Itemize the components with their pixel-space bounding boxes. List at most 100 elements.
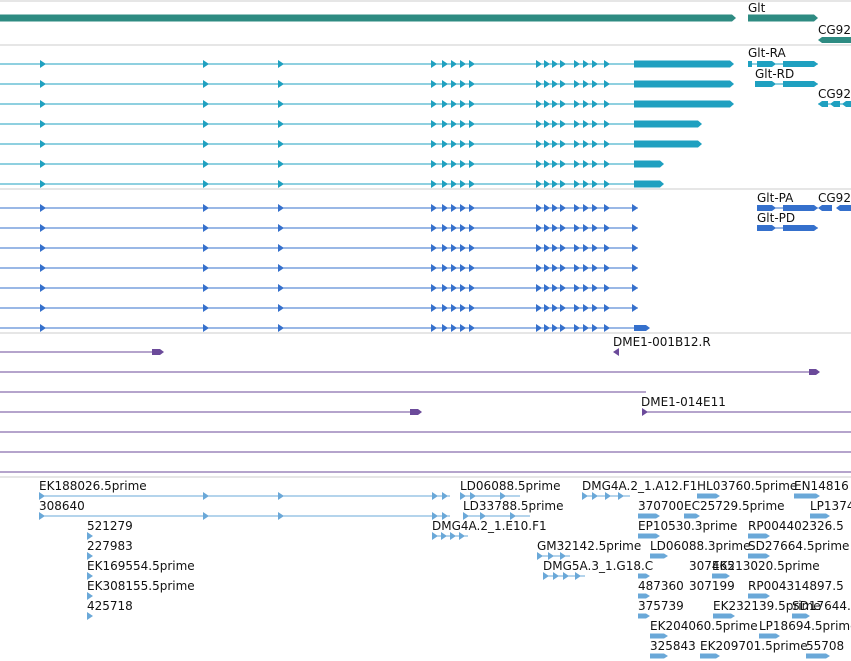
protein-strand-arrow [460, 324, 466, 332]
protein-strand-arrow [583, 324, 589, 332]
transcript-strand-arrow [431, 180, 437, 188]
clone-start-mark [642, 408, 648, 416]
protein-strand-arrow [469, 284, 475, 292]
transcript-strand-arrow [278, 60, 284, 68]
transcript-strand-arrow [604, 140, 610, 148]
transcript-strand-arrow [40, 160, 46, 168]
protein-strand-arrow [544, 224, 550, 232]
est-block [684, 513, 700, 519]
protein-strand-arrow [40, 324, 46, 332]
transcript-strand-arrow [592, 60, 598, 68]
protein-strand-arrow [560, 244, 566, 252]
est-block [700, 653, 720, 659]
transcript-strand-arrow [451, 180, 457, 188]
protein-strand-arrow [574, 284, 580, 292]
protein-strand-arrow [451, 224, 457, 232]
transcript-strand-arrow [40, 60, 46, 68]
protein-strand-arrow [552, 324, 558, 332]
protein-strand-arrow [560, 224, 566, 232]
transcript-strand-arrow [203, 60, 209, 68]
protein-strand-arrow [604, 204, 610, 212]
protein-label: Glt-PD [757, 211, 795, 225]
transcript-strand-arrow [552, 60, 558, 68]
protein-label: CG92 [818, 191, 851, 205]
transcript-strand-arrow [203, 160, 209, 168]
protein-strand-arrow [40, 244, 46, 252]
protein-strand-arrow [536, 284, 542, 292]
transcript-strand-arrow [560, 140, 566, 148]
est-block [638, 573, 650, 579]
protein-end-block [634, 325, 650, 331]
protein-strand-arrow [583, 264, 589, 272]
transcript-strand-arrow [442, 140, 448, 148]
transcript-exon-block [842, 101, 851, 107]
est-label: 425718 [87, 599, 133, 613]
protein-strand-arrow [203, 224, 209, 232]
est-strand-arrow [278, 512, 284, 520]
protein-strand-arrow [431, 224, 437, 232]
protein-strand-arrow [536, 324, 542, 332]
est-block [638, 513, 660, 519]
transcript-exon-block [634, 80, 734, 88]
protein-strand-arrow [469, 304, 475, 312]
transcript-strand-arrow [451, 160, 457, 168]
est-strand-arrow [560, 552, 566, 560]
transcript-strand-arrow [203, 180, 209, 188]
protein-strand-arrow [278, 324, 284, 332]
transcript-exon-block [634, 100, 734, 108]
est-label: RP004402326.5 [748, 519, 844, 533]
protein-strand-arrow [592, 304, 598, 312]
protein-strand-arrow [451, 284, 457, 292]
est-block [806, 653, 830, 659]
transcript-strand-arrow [544, 80, 550, 88]
protein-strand-arrow [278, 244, 284, 252]
est-strand-arrow [459, 532, 465, 540]
protein-strand-arrow [552, 304, 558, 312]
protein-strand-arrow [460, 224, 466, 232]
transcript-strand-arrow [574, 140, 580, 148]
est-label: 227983 [87, 539, 133, 553]
protein-strand-arrow [469, 204, 475, 212]
est-label: LP13746.5p [810, 499, 851, 513]
protein-strand-arrow [552, 244, 558, 252]
est-label: SD17644. [792, 599, 851, 613]
transcript-strand-arrow [583, 80, 589, 88]
est-label: LD06088.5prime [460, 479, 561, 493]
est-label: HL03760.5prime [697, 479, 797, 493]
transcript-strand-arrow [203, 140, 209, 148]
est-label: EC25729.5prime [684, 499, 785, 513]
protein-strand-arrow [278, 224, 284, 232]
est-strand-arrow [460, 492, 466, 500]
gene-feature-cg92 [818, 37, 851, 43]
transcript-strand-arrow [451, 140, 457, 148]
protein-strand-arrow [431, 324, 437, 332]
transcript-strand-arrow [460, 100, 466, 108]
protein-strand-arrow [632, 204, 638, 212]
est-strand-arrow [442, 492, 448, 500]
protein-strand-arrow [544, 244, 550, 252]
est-block [794, 493, 820, 499]
protein-strand-arrow [460, 304, 466, 312]
protein-strand-arrow [40, 264, 46, 272]
transcript-strand-arrow [560, 120, 566, 128]
protein-strand-arrow [604, 264, 610, 272]
transcript-strand-arrow [592, 160, 598, 168]
protein-strand-arrow [442, 304, 448, 312]
gene-feature-glt-right [748, 14, 818, 22]
protein-strand-arrow [469, 244, 475, 252]
transcript-strand-arrow [536, 60, 542, 68]
transcript-strand-arrow [552, 120, 558, 128]
protein-strand-arrow [574, 264, 580, 272]
est-strand-arrow [278, 492, 284, 500]
est-block [650, 653, 668, 659]
transcript-strand-arrow [469, 140, 475, 148]
protein-strand-arrow [431, 284, 437, 292]
est-label: 487360 [638, 579, 684, 593]
transcript-strand-arrow [544, 140, 550, 148]
transcript-exon-block [634, 120, 702, 128]
protein-strand-arrow [552, 284, 558, 292]
est-strand-arrow [450, 532, 456, 540]
protein-strand-arrow [203, 284, 209, 292]
transcript-strand-arrow [460, 140, 466, 148]
transcript-strand-arrow [278, 80, 284, 88]
